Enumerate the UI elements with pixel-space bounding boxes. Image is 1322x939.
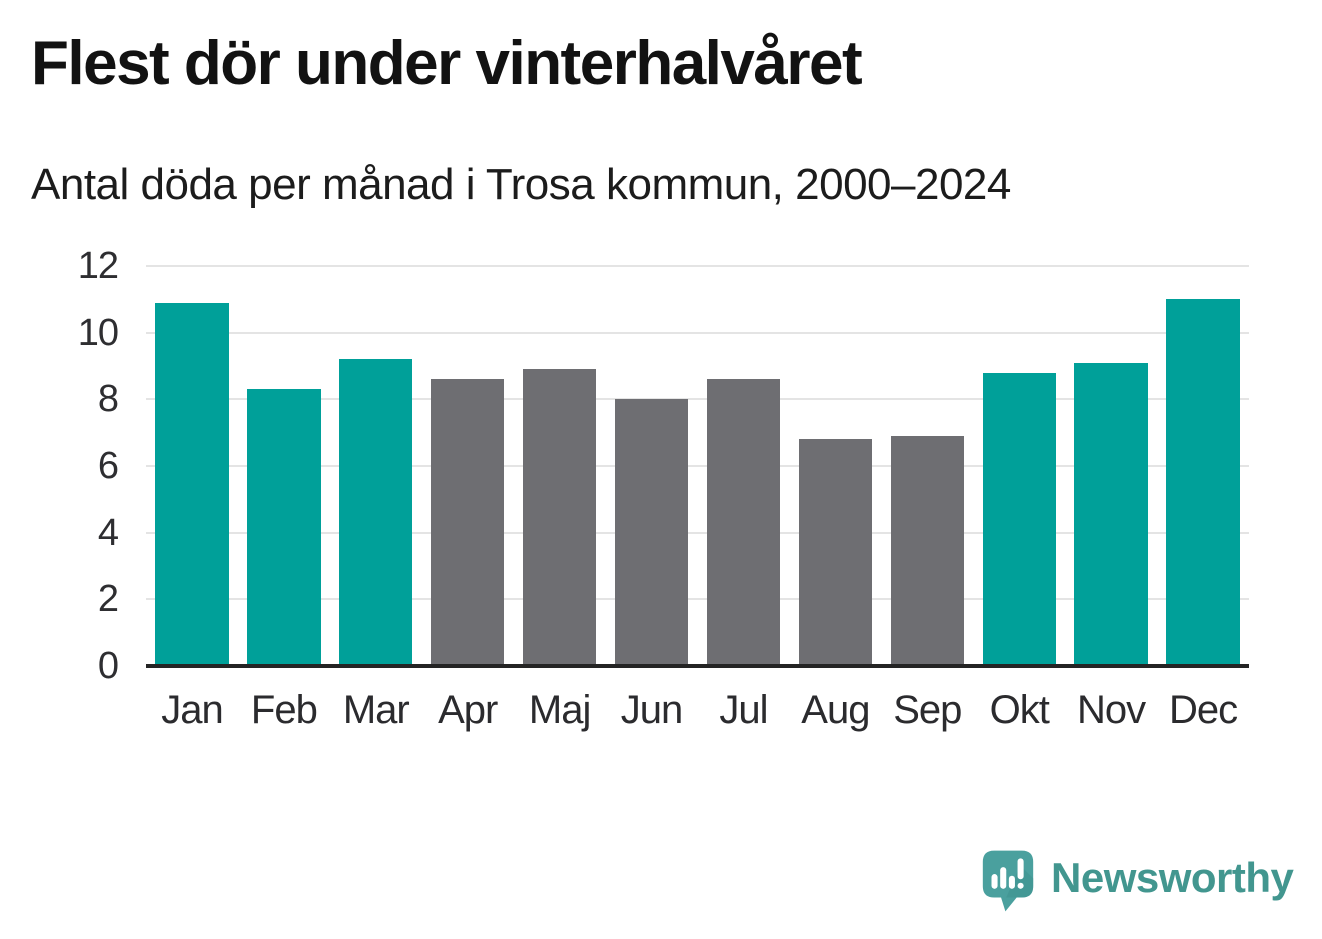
x-axis-tick-label: Feb	[250, 688, 318, 732]
bar-feb	[247, 389, 321, 666]
x-axis-line	[146, 664, 1249, 668]
bar-jun	[614, 399, 689, 666]
bar-sep	[890, 436, 964, 666]
x-axis-tick-label: Mar	[342, 688, 410, 732]
gridline-y6	[146, 465, 1249, 467]
x-axis-tick-label: Maj	[528, 688, 591, 732]
bar-jul	[706, 379, 781, 666]
x-axis-tick-label: Apr	[438, 688, 498, 732]
bar-okt	[982, 372, 1056, 666]
y-axis-tick-label: 6	[97, 445, 119, 487]
page-title: Flest dör under vinterhalvåret	[31, 29, 863, 98]
x-axis-tick-label: Sep	[893, 688, 962, 732]
gridline-y10	[146, 331, 1249, 334]
newsworthy-logo-icon	[982, 850, 1034, 912]
x-axis-tick-label: Jun	[620, 688, 684, 732]
gridline-y12	[146, 265, 1249, 267]
x-axis-tick-label: Okt	[989, 688, 1050, 732]
y-axis-tick-label: 12	[77, 245, 119, 287]
bar-dec	[1166, 299, 1240, 666]
gridline-y8	[146, 398, 1249, 401]
x-axis-tick-label: Jan	[161, 688, 224, 732]
y-axis-tick-label: 2	[97, 578, 119, 621]
bar-aug	[798, 439, 873, 666]
y-axis-tick-label: 8	[97, 378, 119, 421]
x-axis-tick-label: Aug	[801, 688, 870, 732]
bar-mar	[339, 359, 413, 666]
bar-chart-plot-area	[146, 265, 1249, 666]
bar-apr	[431, 379, 505, 666]
y-axis-tick-label: 0	[97, 645, 119, 687]
x-axis-tick-label: Dec	[1168, 688, 1238, 732]
bar-maj	[522, 369, 597, 666]
y-axis-tick-label: 10	[77, 311, 119, 354]
y-axis-tick-label: 4	[97, 511, 119, 554]
x-axis-tick-label: Jul	[719, 688, 768, 732]
gridline-y2	[146, 598, 1249, 601]
newsworthy-logo: Newsworthy	[979, 846, 1294, 916]
y-axis: 0 2 4 6 8 10 12	[18, 245, 119, 687]
x-axis: Jan Feb Mar Apr Maj Jun Jul Aug Sep Okt Nov Dec	[146, 688, 1249, 744]
x-axis-tick-label: Nov	[1077, 688, 1146, 732]
chart-subtitle: Antal döda per månad i Trosa kommun, 200…	[31, 160, 1011, 209]
bar-jan	[155, 302, 229, 666]
brand-name: Newsworthy	[1051, 854, 1294, 901]
bar-nov	[1074, 362, 1148, 666]
gridline-y4	[146, 531, 1249, 534]
